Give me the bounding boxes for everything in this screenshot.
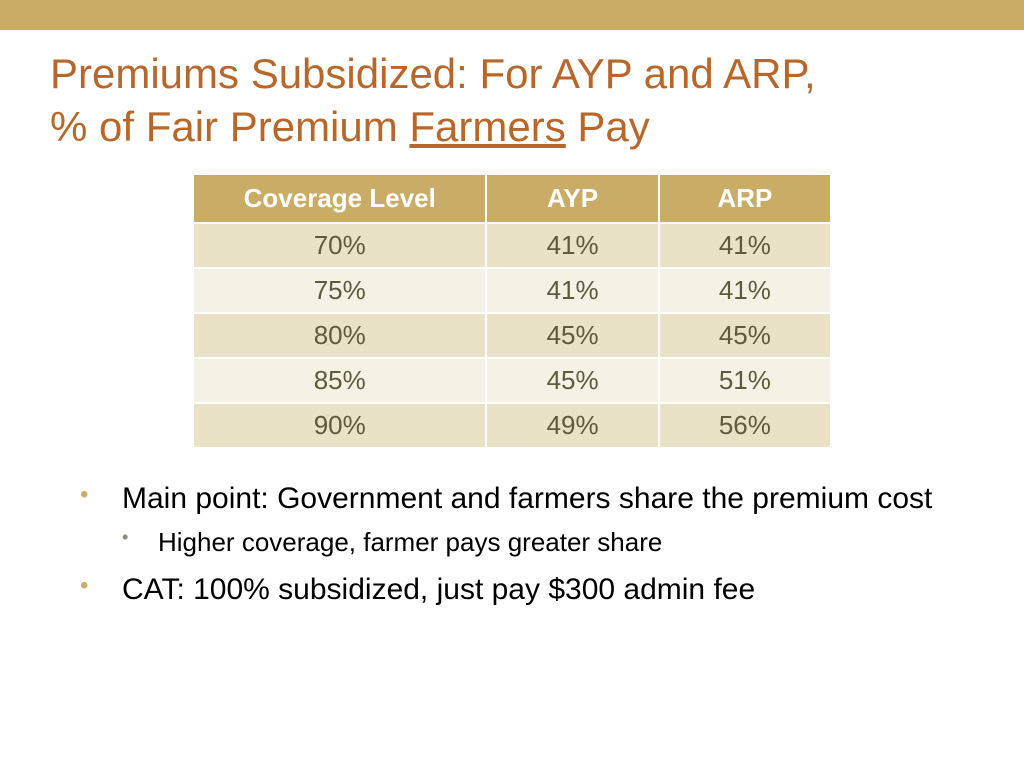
table-cell: 85% xyxy=(193,358,486,403)
premium-table: Coverage Level AYP ARP 70%41%41%75%41%41… xyxy=(192,173,832,449)
table-row: 85%45%51% xyxy=(193,358,831,403)
table-header-row: Coverage Level AYP ARP xyxy=(193,174,831,223)
table-cell: 41% xyxy=(486,268,658,313)
bullet-item: Main point: Government and farmers share… xyxy=(80,479,964,560)
table-row: 80%45%45% xyxy=(193,313,831,358)
table-cell: 45% xyxy=(486,358,658,403)
table-cell: 51% xyxy=(659,358,831,403)
bullet-item: CAT: 100% subsidized, just pay $300 admi… xyxy=(80,570,964,609)
title-line1: Premiums Subsidized: For AYP and ARP, xyxy=(50,50,816,97)
table-cell: 41% xyxy=(659,268,831,313)
sub-bullet-item: Higher coverage, farmer pays greater sha… xyxy=(122,526,964,560)
title-line2-underlined: Farmers xyxy=(409,103,565,150)
col-header-arp: ARP xyxy=(659,174,831,223)
table-cell: 41% xyxy=(486,223,658,268)
col-header-ayp: AYP xyxy=(486,174,658,223)
accent-bar xyxy=(0,0,1024,30)
bullets-area: Main point: Government and farmers share… xyxy=(0,479,1024,609)
table-cell: 80% xyxy=(193,313,486,358)
table-cell: 41% xyxy=(659,223,831,268)
table-body: 70%41%41%75%41%41%80%45%45%85%45%51%90%4… xyxy=(193,223,831,448)
table-cell: 45% xyxy=(659,313,831,358)
title-line2-pre: % of Fair Premium xyxy=(50,103,409,150)
col-header-coverage: Coverage Level xyxy=(193,174,486,223)
title-line2-post: Pay xyxy=(566,103,650,150)
table-cell: 70% xyxy=(193,223,486,268)
table-row: 90%49%56% xyxy=(193,403,831,448)
table-cell: 56% xyxy=(659,403,831,448)
bullet-list: Main point: Government and farmers share… xyxy=(80,479,964,609)
table-cell: 45% xyxy=(486,313,658,358)
title-area: Premiums Subsidized: For AYP and ARP, % … xyxy=(0,30,1024,173)
table-row: 70%41%41% xyxy=(193,223,831,268)
table-cell: 75% xyxy=(193,268,486,313)
sub-bullet-list: Higher coverage, farmer pays greater sha… xyxy=(122,526,964,560)
slide-title: Premiums Subsidized: For AYP and ARP, % … xyxy=(50,48,974,153)
table-cell: 49% xyxy=(486,403,658,448)
table-container: Coverage Level AYP ARP 70%41%41%75%41%41… xyxy=(0,173,1024,479)
table-cell: 90% xyxy=(193,403,486,448)
table-row: 75%41%41% xyxy=(193,268,831,313)
bullet-text: Main point: Government and farmers share… xyxy=(122,482,932,515)
bullet-text: CAT: 100% subsidized, just pay $300 admi… xyxy=(122,573,755,606)
